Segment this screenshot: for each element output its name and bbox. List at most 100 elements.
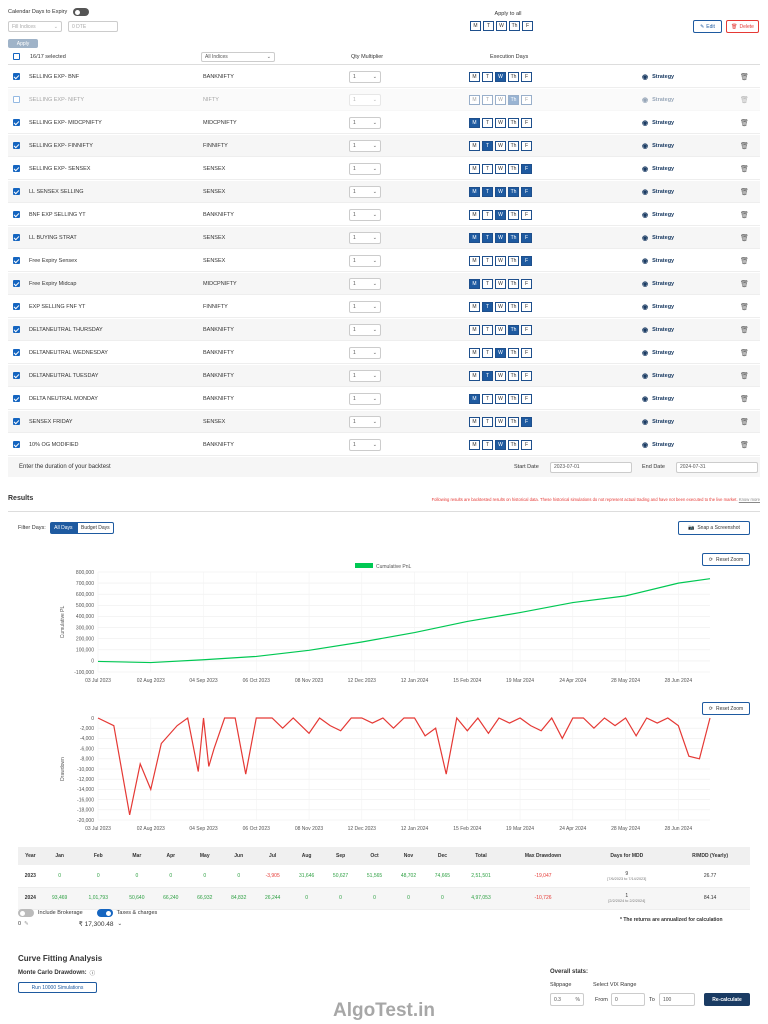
strategy-checkbox[interactable] — [13, 372, 20, 379]
strategy-checkbox[interactable] — [13, 234, 20, 241]
apply-all-day-f[interactable]: F — [522, 21, 533, 31]
recalculate-button[interactable]: Re-calculate — [704, 993, 750, 1006]
info-icon[interactable]: ⓘ — [89, 971, 96, 977]
day-m-button[interactable]: M — [469, 232, 480, 243]
day-m-button[interactable]: M — [469, 94, 480, 105]
day-th-button[interactable]: Th — [508, 301, 519, 312]
day-th-button[interactable]: Th — [508, 324, 519, 335]
day-m-button[interactable]: M — [469, 324, 480, 335]
day-w-button[interactable]: W — [495, 370, 506, 381]
strategy-link[interactable]: ◉ Strategy — [642, 395, 674, 403]
day-th-button[interactable]: Th — [508, 255, 519, 266]
day-th-button[interactable]: Th — [508, 347, 519, 358]
day-w-button[interactable]: W — [495, 140, 506, 151]
day-w-button[interactable]: W — [495, 347, 506, 358]
filter-budget-days[interactable]: Budget Days — [76, 522, 114, 534]
day-m-button[interactable]: M — [469, 163, 480, 174]
qty-multiplier-select[interactable]: 1 ⌄ — [349, 346, 381, 359]
qty-multiplier-select[interactable]: 1 ⌄ — [349, 369, 381, 382]
day-f-button[interactable]: F — [521, 416, 532, 427]
day-f-button[interactable]: F — [521, 71, 532, 82]
strategy-link[interactable]: ◉ Strategy — [642, 326, 674, 334]
strategy-checkbox[interactable] — [13, 280, 20, 287]
day-w-button[interactable]: W — [495, 439, 506, 450]
end-date-input[interactable]: 2024-07-31 — [676, 461, 758, 473]
day-t-button[interactable]: T — [482, 301, 493, 312]
reset-zoom-button-1[interactable]: ⟳ Reset Zoom — [702, 553, 750, 566]
day-m-button[interactable]: M — [469, 255, 480, 266]
day-t-button[interactable]: T — [482, 232, 493, 243]
index-filter-select[interactable]: All Indices ⌄ — [201, 51, 275, 62]
edit-icon[interactable]: ✎ — [24, 921, 29, 927]
day-f-button[interactable]: F — [521, 439, 532, 450]
day-t-button[interactable]: T — [482, 94, 493, 105]
day-t-button[interactable]: T — [482, 140, 493, 151]
apply-all-day-t[interactable]: T — [483, 21, 494, 31]
trash-icon[interactable]: 🗑 — [740, 96, 749, 104]
trash-icon[interactable]: 🗑 — [740, 303, 749, 311]
day-w-button[interactable]: W — [495, 71, 506, 82]
day-th-button[interactable]: Th — [508, 186, 519, 197]
day-th-button[interactable]: Th — [508, 232, 519, 243]
taxes-toggle[interactable] — [96, 909, 113, 917]
day-m-button[interactable]: M — [469, 416, 480, 427]
day-m-button[interactable]: M — [469, 140, 480, 151]
qty-multiplier-select[interactable]: 1 ⌄ — [349, 139, 381, 152]
brokerage-toggle[interactable] — [18, 909, 34, 917]
day-th-button[interactable]: Th — [508, 439, 519, 450]
trash-icon[interactable]: 🗑 — [740, 165, 749, 173]
day-t-button[interactable]: T — [482, 439, 493, 450]
slippage-input[interactable]: 0.3 % — [550, 993, 584, 1006]
day-m-button[interactable]: M — [469, 393, 480, 404]
start-date-input[interactable]: 2023-07-01 — [550, 461, 632, 473]
day-m-button[interactable]: M — [469, 347, 480, 358]
day-w-button[interactable]: W — [495, 117, 506, 128]
day-m-button[interactable]: M — [469, 117, 480, 128]
strategy-link[interactable]: ◉ Strategy — [642, 349, 674, 357]
day-t-button[interactable]: T — [482, 370, 493, 381]
edit-button[interactable]: ✎ Edit — [693, 20, 722, 33]
qty-multiplier-select[interactable]: 1 ⌄ — [349, 162, 381, 175]
day-f-button[interactable]: F — [521, 393, 532, 404]
trash-icon[interactable]: 🗑 — [740, 142, 749, 150]
day-w-button[interactable]: W — [495, 393, 506, 404]
strategy-checkbox[interactable] — [13, 142, 20, 149]
day-th-button[interactable]: Th — [508, 416, 519, 427]
strategy-link[interactable]: ◉ Strategy — [642, 441, 674, 449]
day-f-button[interactable]: F — [521, 232, 532, 243]
strategy-checkbox[interactable] — [13, 165, 20, 172]
dte-select[interactable]: 0 DTE — [68, 21, 118, 32]
strategy-link[interactable]: ◉ Strategy — [642, 211, 674, 219]
strategy-checkbox[interactable] — [13, 303, 20, 310]
trash-icon[interactable]: 🗑 — [740, 372, 749, 380]
strategy-link[interactable]: ◉ Strategy — [642, 372, 674, 380]
strategy-checkbox[interactable] — [13, 349, 20, 356]
day-w-button[interactable]: W — [495, 416, 506, 427]
day-th-button[interactable]: Th — [508, 163, 519, 174]
day-t-button[interactable]: T — [482, 71, 493, 82]
day-f-button[interactable]: F — [521, 324, 532, 335]
apply-button[interactable]: Apply — [8, 39, 38, 48]
apply-all-day-th[interactable]: Th — [509, 21, 520, 31]
day-w-button[interactable]: W — [495, 301, 506, 312]
strategy-checkbox[interactable] — [13, 257, 20, 264]
day-t-button[interactable]: T — [482, 324, 493, 335]
strategy-checkbox[interactable] — [13, 211, 20, 218]
qty-multiplier-select[interactable]: 1 ⌄ — [349, 93, 381, 106]
strategy-link[interactable]: ◉ Strategy — [642, 73, 674, 81]
strategy-checkbox[interactable] — [13, 96, 20, 103]
qty-multiplier-select[interactable]: 1 ⌄ — [349, 254, 381, 267]
trash-icon[interactable]: 🗑 — [740, 326, 749, 334]
day-th-button[interactable]: Th — [508, 117, 519, 128]
day-w-button[interactable]: W — [495, 232, 506, 243]
strategy-link[interactable]: ◉ Strategy — [642, 142, 674, 150]
day-f-button[interactable]: F — [521, 117, 532, 128]
day-t-button[interactable]: T — [482, 278, 493, 289]
strategy-link[interactable]: ◉ Strategy — [642, 257, 674, 265]
filter-all-days[interactable]: All Days — [49, 522, 77, 534]
trash-icon[interactable]: 🗑 — [740, 119, 749, 127]
strategy-link[interactable]: ◉ Strategy — [642, 165, 674, 173]
day-m-button[interactable]: M — [469, 301, 480, 312]
strategy-checkbox[interactable] — [13, 73, 20, 80]
day-f-button[interactable]: F — [521, 163, 532, 174]
